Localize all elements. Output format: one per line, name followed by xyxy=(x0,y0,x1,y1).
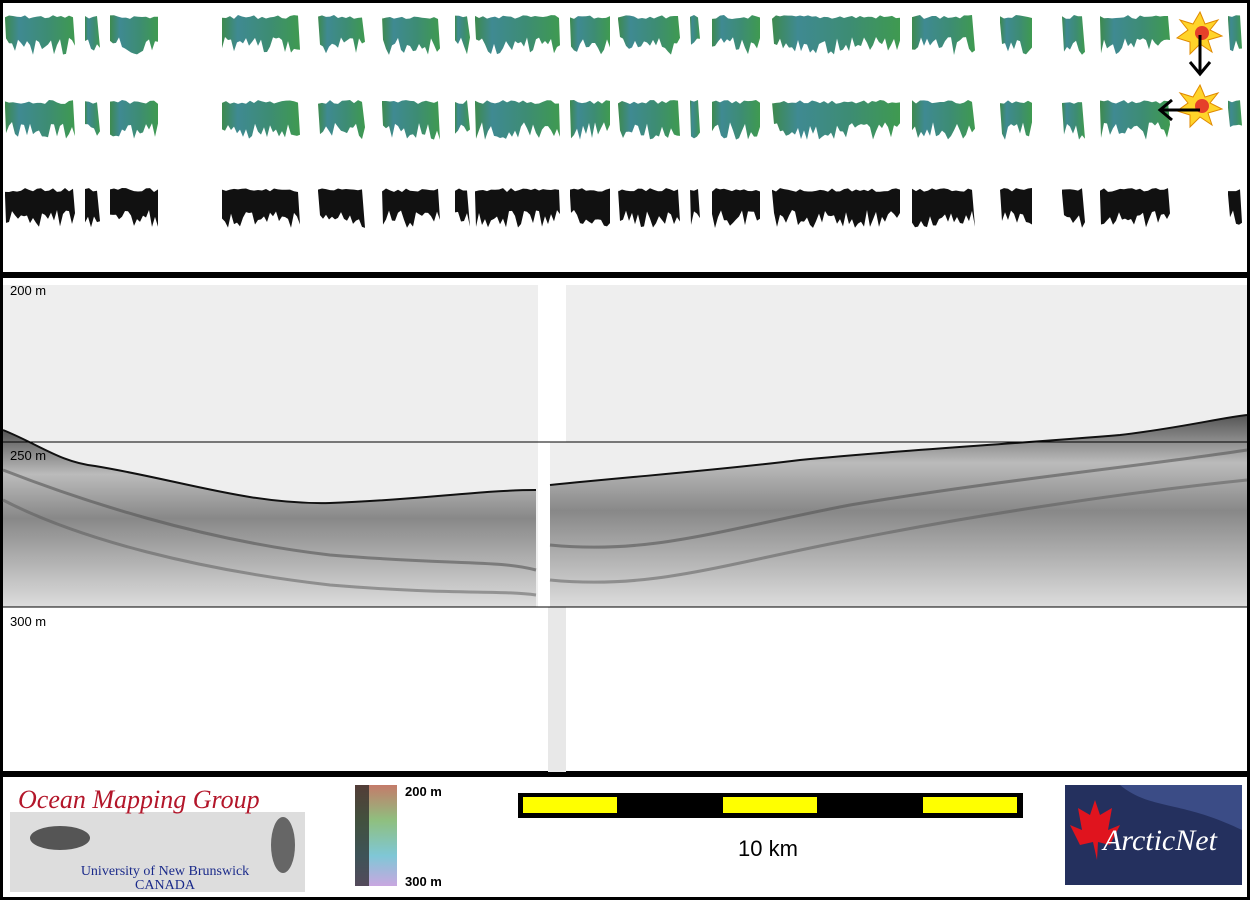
bathymetry-swath xyxy=(712,100,760,140)
bathymetry-swath xyxy=(222,15,300,53)
bathymetry-swath xyxy=(318,100,365,140)
bathymetry-swath xyxy=(5,100,75,139)
seafloor xyxy=(2,429,537,505)
bathymetry-swath xyxy=(382,100,440,140)
bathymetry-swath xyxy=(772,188,900,228)
depth-label: 250 m xyxy=(10,448,46,463)
bathymetry-swath xyxy=(712,188,760,228)
bathymetry-swath xyxy=(110,100,158,139)
bathymetry-swath xyxy=(318,188,365,228)
arrow-head xyxy=(1188,61,1212,77)
bathymetry-swath xyxy=(85,15,100,51)
maple-leaf xyxy=(1070,800,1120,860)
logo-image xyxy=(10,812,305,892)
logo-vehicle xyxy=(30,826,90,850)
bathymetry-swath xyxy=(618,188,680,228)
bathymetry-swath xyxy=(475,15,560,55)
bathymetry-swath xyxy=(1100,15,1170,55)
bathymetry-swath xyxy=(618,100,680,140)
gap-strip xyxy=(548,607,566,772)
depth-label: 300 m xyxy=(10,614,46,629)
bathymetry-swath xyxy=(690,100,700,139)
bathymetry-swath xyxy=(222,100,300,139)
bathymetry-swath xyxy=(1000,100,1032,140)
bathymetry-swath xyxy=(912,100,975,140)
bathymetry-swath xyxy=(772,15,900,55)
scale-label: 10 km xyxy=(738,836,798,861)
bathymetry-swath xyxy=(110,15,158,55)
bathymetry-swath xyxy=(455,15,470,55)
bathymetry-swath xyxy=(618,15,680,55)
top-panel xyxy=(3,3,1247,272)
bathymetry-swath xyxy=(5,15,75,55)
sediment xyxy=(550,415,1247,607)
bathymetry-swath xyxy=(570,15,610,55)
bathymetry-swath xyxy=(1000,188,1032,225)
logo-country: CANADA xyxy=(135,878,196,893)
reflector xyxy=(2,478,1248,597)
colorbar-label: 200 m xyxy=(405,784,442,799)
bathymetry-swath xyxy=(1100,188,1170,228)
bathymetry-swath xyxy=(690,15,700,45)
partner-name: ArcticNet xyxy=(1101,824,1218,857)
bathymetry-swath xyxy=(85,188,100,228)
logo-vehicle xyxy=(271,817,295,873)
seafloor xyxy=(549,414,1248,486)
reflector xyxy=(2,448,1248,572)
scale-segment xyxy=(923,797,1017,813)
bathymetry-swath xyxy=(1062,15,1085,55)
bathymetry-swath xyxy=(475,188,560,228)
bathymetry-swath xyxy=(475,100,560,140)
bathymetry-swath xyxy=(570,188,610,227)
logo-university: University of New Brunswick xyxy=(81,864,249,879)
bathymetry-swath xyxy=(318,15,365,54)
bathymetry-swath xyxy=(772,100,900,140)
bathymetry-swath xyxy=(455,188,470,227)
bathymetry-swath xyxy=(570,100,610,140)
colorbar-shade xyxy=(355,785,369,886)
bathymetry-swath xyxy=(1100,100,1170,140)
bathymetry-swath xyxy=(222,188,300,228)
bathymetry-swath xyxy=(1062,188,1085,228)
bathymetry-swath xyxy=(85,100,100,136)
bathymetry-swath xyxy=(1228,15,1242,52)
bathymetry-swath xyxy=(110,188,158,227)
sun-core xyxy=(1195,26,1209,40)
bathymetry-swath xyxy=(1000,15,1032,55)
colorbar-label: 300 m xyxy=(405,874,442,889)
bathymetry-swath xyxy=(1228,100,1242,128)
bathymetry-swath xyxy=(712,15,760,55)
bathymetry-strips xyxy=(5,15,1242,228)
bathymetry-swath xyxy=(5,188,75,227)
bathymetry-swath xyxy=(382,15,440,55)
bathymetry-swath xyxy=(1062,102,1085,140)
bathymetry-swath xyxy=(382,188,440,228)
direction-icons xyxy=(1157,10,1224,129)
arrow-head xyxy=(1157,98,1173,122)
bathymetry-swath xyxy=(455,100,470,134)
bathymetry-swath xyxy=(912,188,975,228)
bathymetry-swath xyxy=(1228,189,1242,225)
depth-label: 200 m xyxy=(10,283,46,298)
partner-map xyxy=(1120,785,1242,830)
logo-title: Ocean Mapping Group xyxy=(18,785,260,814)
bathymetry-swath xyxy=(912,15,975,55)
bathymetry-swath xyxy=(690,188,700,225)
scale-segment xyxy=(523,797,617,813)
scale-segment xyxy=(723,797,817,813)
